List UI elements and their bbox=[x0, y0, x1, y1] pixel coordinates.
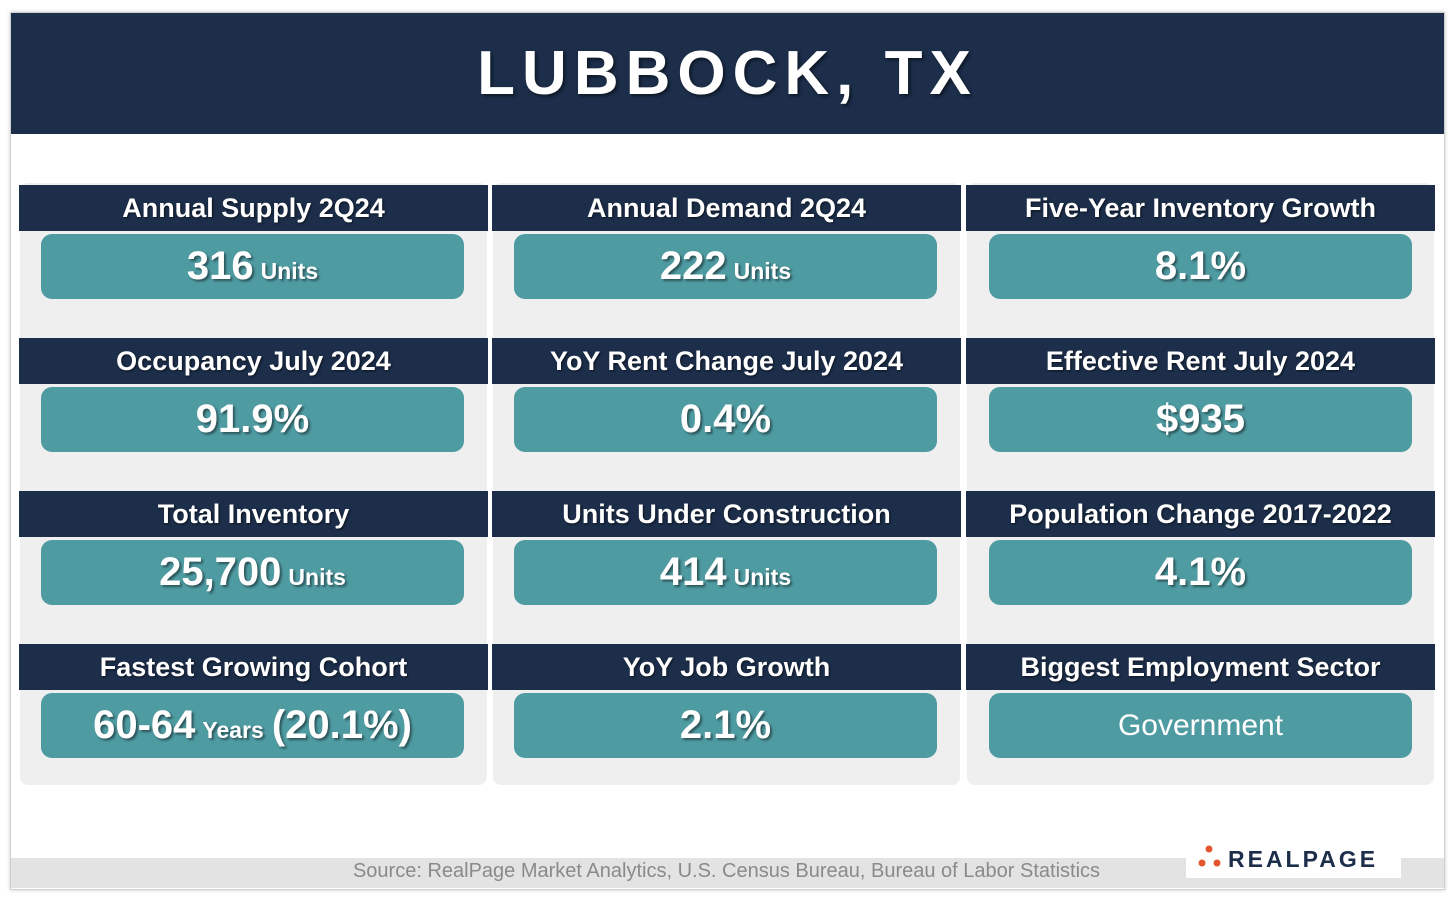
card-label: Biggest Employment Sector bbox=[966, 644, 1435, 690]
value: 25,700 bbox=[159, 550, 282, 594]
card-value: 414 Units bbox=[514, 540, 937, 605]
card-value: 25,700 Units bbox=[41, 540, 464, 605]
title: LUBBOCK, TX bbox=[477, 39, 978, 108]
value: $935 bbox=[1156, 397, 1245, 441]
card-value: 91.9% bbox=[41, 387, 464, 452]
unit: Units bbox=[288, 564, 346, 590]
value-text: Government bbox=[1117, 708, 1284, 742]
card-label: Five-Year Inventory Growth bbox=[966, 185, 1435, 231]
logo-text: REALPAGE bbox=[1228, 846, 1379, 872]
card-label: Occupancy July 2024 bbox=[19, 338, 488, 384]
card-label: Annual Supply 2Q24 bbox=[19, 185, 488, 231]
card-value: 2.1% bbox=[514, 693, 937, 758]
card-value: 0.4% bbox=[514, 387, 937, 452]
value: 2.1% bbox=[679, 703, 772, 747]
header: LUBBOCK, TX bbox=[11, 13, 1444, 134]
card-value: $935 bbox=[989, 387, 1412, 452]
card-label: Fastest Growing Cohort bbox=[19, 644, 488, 690]
card-value: 8.1% bbox=[989, 234, 1412, 299]
value: 4.1% bbox=[1154, 550, 1247, 594]
value: 60-64 bbox=[93, 703, 196, 747]
unit: Units bbox=[733, 564, 792, 590]
card-label: Annual Demand 2Q24 bbox=[492, 185, 961, 231]
source: Source: RealPage Market Analytics, U.S. … bbox=[352, 860, 1101, 882]
card-label: Units Under Construction bbox=[492, 491, 961, 537]
value: 8.1% bbox=[1154, 244, 1247, 288]
card-label: Total Inventory bbox=[19, 491, 488, 537]
value: 0.4% bbox=[679, 397, 772, 441]
card-label: Effective Rent July 2024 bbox=[966, 338, 1435, 384]
logo: REALPAGE bbox=[1186, 838, 1401, 878]
card-value: 60-64 Years (20.1%) bbox=[41, 693, 464, 758]
value: 91.9% bbox=[195, 397, 310, 441]
card-value: 222 Units bbox=[514, 234, 937, 299]
unit: Units bbox=[733, 258, 792, 284]
unit: Years bbox=[202, 717, 264, 743]
card-label: YoY Rent Change July 2024 bbox=[492, 338, 961, 384]
card-value: 316 Units bbox=[41, 234, 464, 299]
card-value: 4.1% bbox=[989, 540, 1412, 605]
value-extra: (20.1%) bbox=[271, 703, 412, 747]
card-value: Government bbox=[989, 693, 1412, 758]
logo-icon bbox=[1198, 845, 1221, 867]
value: 414 bbox=[659, 550, 727, 594]
card-label: Population Change 2017-2022 bbox=[966, 491, 1435, 537]
value: 316 bbox=[186, 244, 254, 288]
unit: Units bbox=[260, 258, 319, 284]
card-label: YoY Job Growth bbox=[492, 644, 961, 690]
value: 222 bbox=[659, 244, 727, 288]
